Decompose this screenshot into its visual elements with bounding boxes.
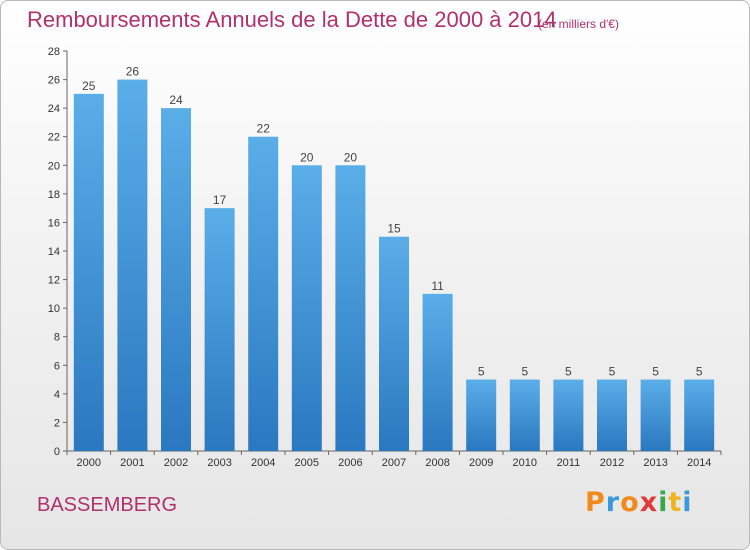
bar-2003: [204, 208, 235, 451]
y-tick-label: 12: [48, 275, 60, 287]
y-tick-label: 8: [54, 332, 60, 344]
value-label: 22: [257, 122, 271, 136]
bar-2004: [248, 136, 279, 451]
bar-2009: [466, 379, 497, 451]
logo-letter: i: [682, 487, 693, 518]
value-label: 5: [521, 365, 528, 379]
y-tick-label: 4: [54, 389, 60, 401]
x-tick-label: 2008: [425, 457, 449, 469]
y-tick-label: 18: [48, 189, 60, 201]
proxiti-logo: Proxiti: [585, 487, 693, 518]
x-tick-label: 2003: [207, 457, 231, 469]
bar-2011: [553, 379, 584, 451]
value-label: 25: [82, 79, 96, 93]
bar-2014: [684, 379, 715, 451]
logo-letter: i: [658, 487, 669, 518]
logo-letter: t: [668, 487, 683, 518]
value-label: 5: [696, 365, 703, 379]
bar-2013: [640, 379, 671, 451]
value-label: 11: [431, 279, 444, 293]
bar-2002: [161, 108, 191, 452]
y-tick-label: 0: [54, 446, 60, 458]
logo-letter: P: [585, 487, 606, 518]
y-tick-label: 28: [48, 46, 60, 58]
x-tick-label: 2006: [338, 457, 362, 469]
value-label: 17: [213, 193, 227, 207]
bar-2007: [379, 236, 409, 451]
x-tick-label: 2005: [295, 457, 319, 469]
x-tick-label: 2012: [600, 457, 624, 469]
y-tick-label: 26: [48, 75, 60, 87]
bar-2012: [597, 379, 627, 451]
x-tick-label: 2009: [469, 457, 493, 469]
logo-letter: r: [605, 487, 621, 518]
y-tick-label: 6: [54, 360, 60, 372]
value-label: 15: [387, 222, 401, 236]
bar-2006: [335, 165, 366, 452]
y-tick-label: 16: [48, 217, 60, 229]
value-label: 26: [126, 65, 140, 79]
y-tick-label: 2: [54, 417, 60, 429]
value-label: 5: [478, 365, 485, 379]
x-tick-label: 2007: [382, 457, 406, 469]
logo-letter: x: [639, 487, 659, 518]
value-label: 24: [169, 93, 183, 107]
value-label: 5: [652, 365, 659, 379]
y-tick-label: 20: [48, 160, 60, 172]
x-tick-label: 2013: [643, 457, 667, 469]
bar-2001: [117, 79, 148, 452]
chart-subtitle: (en milliers d'€): [538, 17, 619, 31]
y-tick-label: 10: [48, 303, 60, 315]
bar-2008: [422, 293, 453, 451]
x-tick-label: 2002: [164, 457, 188, 469]
value-label: 20: [344, 150, 358, 164]
logo-letter: o: [620, 487, 640, 518]
x-tick-label: 2001: [120, 457, 144, 469]
city-name: BASSEMBERG: [37, 494, 178, 516]
x-tick-label: 2000: [77, 457, 101, 469]
value-label: 20: [300, 150, 314, 164]
x-tick-label: 2010: [513, 457, 537, 469]
y-tick-label: 22: [48, 132, 60, 144]
value-label: 5: [609, 365, 616, 379]
bar-2000: [73, 93, 104, 451]
y-tick-label: 24: [48, 103, 60, 115]
x-tick-label: 2004: [251, 457, 275, 469]
value-label: 5: [565, 365, 572, 379]
y-tick-label: 14: [48, 246, 60, 258]
bar-2010: [509, 379, 540, 451]
bar-2005: [291, 165, 322, 452]
chart-title: Remboursements Annuels de la Dette de 20…: [27, 7, 557, 32]
bars-group: 25 26 24 17 22 20 20 15 11 5 5 5 5 5 5: [73, 65, 715, 452]
x-tick-label: 2014: [687, 457, 711, 469]
x-tick-label: 2011: [557, 457, 581, 469]
